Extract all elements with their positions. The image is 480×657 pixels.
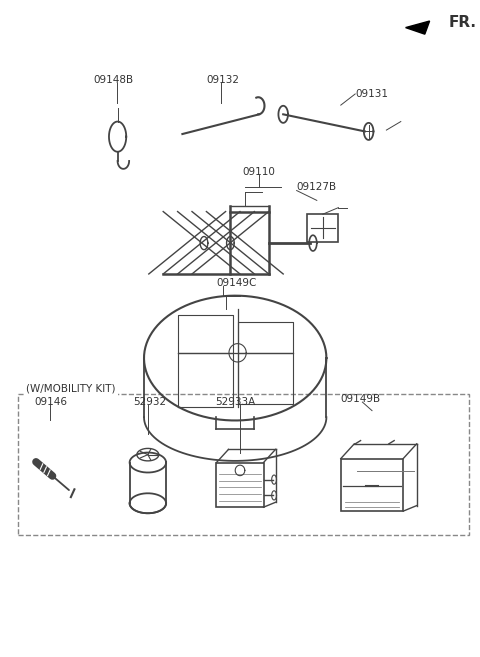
Bar [307, 214, 338, 242]
Text: 09148B: 09148B [94, 75, 134, 85]
Bar [18, 394, 469, 535]
Text: 52932: 52932 [133, 397, 167, 407]
Bar [341, 459, 403, 511]
Text: 09149C: 09149C [216, 277, 256, 288]
Text: 09146: 09146 [35, 397, 68, 407]
Text: FR.: FR. [449, 15, 477, 30]
Text: 09132: 09132 [206, 75, 240, 85]
Polygon shape [406, 21, 430, 34]
Text: (W/MOBILITY KIT): (W/MOBILITY KIT) [26, 384, 116, 394]
Text: 09149B: 09149B [341, 394, 381, 404]
Text: 09127B: 09127B [297, 182, 337, 193]
Text: 09131: 09131 [355, 89, 388, 99]
Bar [216, 463, 264, 507]
Text: 09110: 09110 [242, 167, 275, 177]
Text: 52933A: 52933A [215, 397, 255, 407]
